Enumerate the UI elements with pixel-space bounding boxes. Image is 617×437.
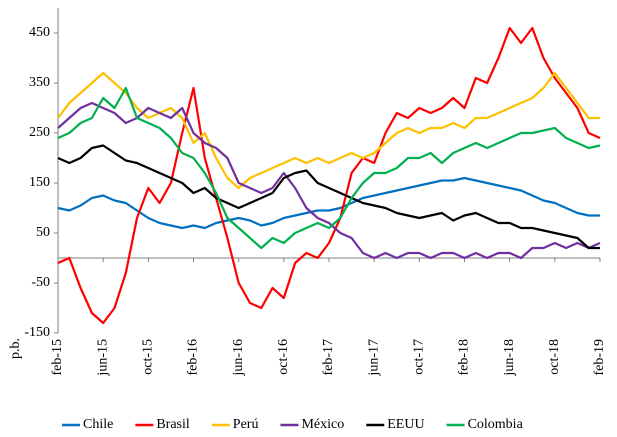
legend-label: Colombia [468,417,524,432]
y-tick-label: -50 [31,275,50,290]
series-line [57,101,601,260]
x-tick-label: oct-18 [547,339,562,375]
x-tick-label: oct-17 [412,339,427,375]
x-tick-label: oct-15 [141,339,156,375]
legend-label: Chile [83,417,113,432]
x-tick-label: feb-17 [321,339,336,376]
legend-label: Brasil [156,417,190,432]
series-line [57,176,600,230]
x-tick-label: feb-18 [457,339,472,376]
series-line [57,86,601,250]
y-tick-label: 250 [29,125,50,140]
x-tick-label: jun-17 [366,339,381,377]
x-tick-label: jun-16 [231,339,246,377]
y-tick-label: 350 [29,75,50,90]
series-line [57,144,600,250]
x-tick-label: feb-19 [592,339,607,376]
series-line [57,26,601,325]
y-tick-label: 50 [36,225,50,240]
x-tick-label: feb-16 [186,339,201,376]
legend-label: México [301,417,344,432]
y-axis-label: p.b. [8,338,23,359]
series-line [57,71,600,190]
y-tick-label: 450 [29,25,50,40]
y-tick-label: 150 [29,175,50,190]
legend-label: Perú [233,417,259,432]
x-tick-label: feb-15 [50,339,65,376]
y-tick-label: -150 [24,325,50,340]
legend-label: EEUU [387,417,424,432]
x-tick-label: jun-15 [95,339,110,377]
x-tick-label: oct-16 [276,339,291,375]
x-tick-label: jun-18 [502,339,517,377]
